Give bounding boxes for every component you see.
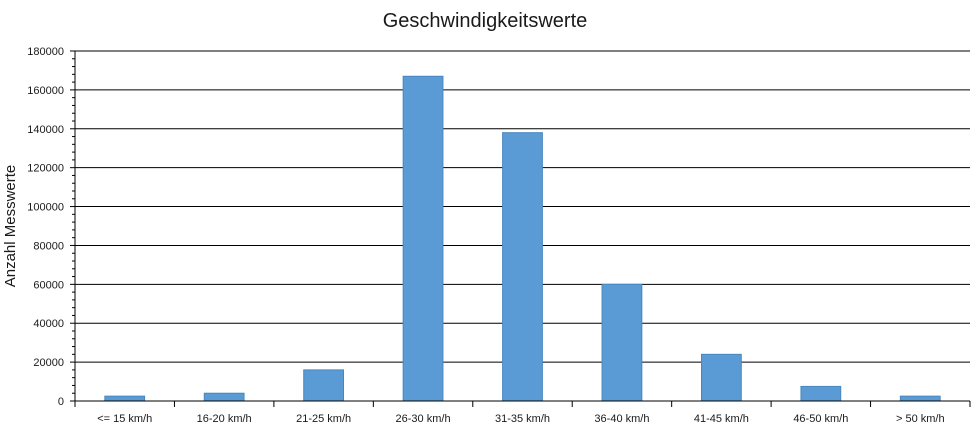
bar xyxy=(701,353,742,402)
bar xyxy=(104,395,146,402)
bar xyxy=(502,132,543,402)
bar xyxy=(203,392,245,402)
x-tick-label: 31-35 km/h xyxy=(495,413,550,425)
y-tick-label: 0 xyxy=(58,396,64,408)
y-tick-label: 40000 xyxy=(33,318,64,330)
y-tick-label: 180000 xyxy=(27,46,64,58)
x-tick-labels: <= 15 km/h 16-20 km/h 21-25 km/h 26-30 km/h… xyxy=(97,413,944,425)
y-axis-label: Anzahl Messwerte xyxy=(2,165,19,288)
x-tick-label: <= 15 km/h xyxy=(97,413,152,425)
bar xyxy=(800,385,842,402)
bars xyxy=(104,75,941,402)
y-tick-label: 80000 xyxy=(33,240,64,252)
y-tick-label: 160000 xyxy=(27,85,64,97)
x-tick-label: 36-40 km/h xyxy=(594,413,649,425)
x-tick-label: > 50 km/h xyxy=(896,413,945,425)
bar xyxy=(402,75,444,402)
x-tick-label: 26-30 km/h xyxy=(396,413,451,425)
y-tick-labels: 0 20000 40000 60000 80000 100000 120000 140000 1… xyxy=(27,46,64,408)
x-tick-label: 16-20 km/h xyxy=(197,413,252,425)
y-tick-label: 120000 xyxy=(27,163,64,175)
chart-title: Geschwindigkeitswerte xyxy=(383,10,588,32)
y-tick-label: 20000 xyxy=(33,357,64,369)
x-tick-label: 41-45 km/h xyxy=(694,413,749,425)
y-tick-label: 100000 xyxy=(27,202,64,214)
x-tick-label: 21-25 km/h xyxy=(296,413,351,425)
bar xyxy=(899,395,941,402)
y-tick-label: 60000 xyxy=(33,279,64,291)
axes xyxy=(70,50,971,407)
y-tick-label: 140000 xyxy=(27,124,64,136)
bar xyxy=(601,283,643,402)
x-tick-label: 46-50 km/h xyxy=(793,413,848,425)
bar xyxy=(303,369,345,402)
